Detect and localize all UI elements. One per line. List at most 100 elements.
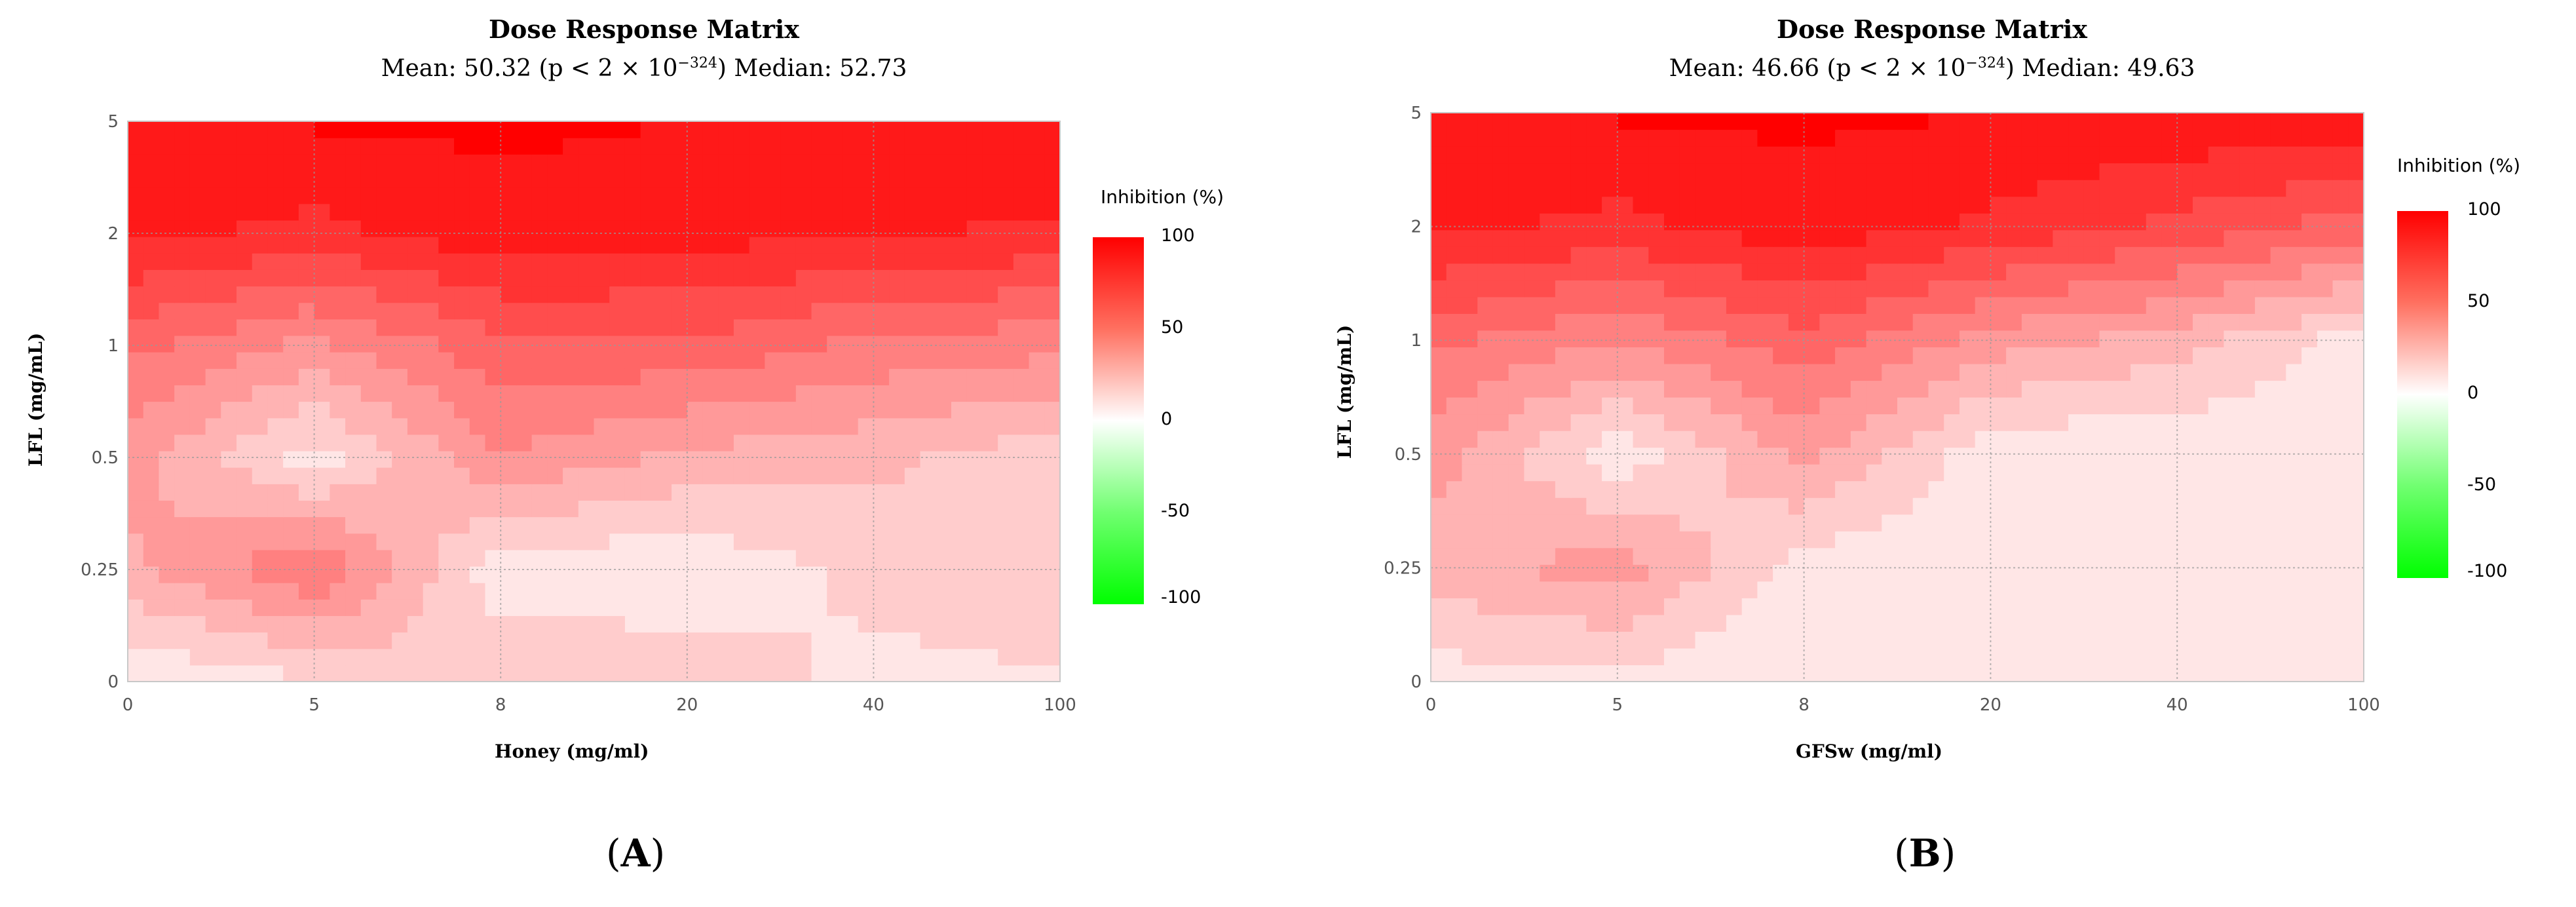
heatmap-cell: [376, 385, 392, 402]
heatmap-cell: [2115, 280, 2131, 298]
heatmap-cell: [998, 220, 1014, 237]
heatmap-cell: [2192, 598, 2209, 615]
heatmap-cell: [578, 154, 595, 172]
heatmap-cell: [516, 599, 533, 617]
heatmap-cell: [407, 318, 424, 336]
heatmap-cell: [2254, 497, 2271, 515]
heatmap-cell: [1431, 581, 1447, 598]
heatmap-cell: [438, 335, 455, 353]
heatmap-cell: [438, 154, 455, 172]
heatmap-cell: [1850, 564, 1867, 582]
heatmap-cell: [1540, 363, 1556, 381]
heatmap-cell: [594, 417, 610, 435]
heatmap-cell: [501, 385, 517, 402]
heatmap-cell: [1029, 138, 1045, 155]
heatmap-cell: [795, 203, 812, 221]
heatmap-cell: [998, 138, 1014, 155]
heatmap-cell: [951, 203, 968, 221]
heatmap-cell: [811, 385, 827, 402]
heatmap-cell: [2270, 497, 2286, 515]
heatmap-cell: [1928, 229, 1944, 247]
heatmap-cell: [423, 286, 439, 303]
heatmap-cell: [1648, 497, 1665, 515]
heatmap-cell: [1850, 313, 1867, 331]
heatmap-cell: [1029, 237, 1045, 254]
heatmap-cell: [531, 583, 548, 600]
heatmap-cell: [2146, 598, 2163, 615]
heatmap-cell: [1850, 581, 1867, 598]
heatmap-cell: [1850, 431, 1867, 448]
heatmap-cell: [1617, 547, 1634, 565]
heatmap-cell: [407, 648, 424, 666]
heatmap-cell: [718, 318, 734, 336]
heatmap-cell: [1757, 213, 1773, 231]
heatmap-cell: [2099, 647, 2115, 666]
heatmap-cell: [2115, 246, 2131, 264]
heatmap-cell: [1648, 581, 1665, 598]
heatmap-cell: [392, 121, 408, 138]
heatmap-cell: [1866, 581, 1882, 598]
heatmap-cell: [1773, 129, 1789, 147]
heatmap-cell: [143, 121, 160, 138]
heatmap-cell: [128, 368, 144, 385]
heatmap-cell: [298, 467, 315, 484]
heatmap-cell: [407, 434, 424, 452]
heatmap-cell: [1679, 213, 1696, 231]
heatmap-cell: [672, 253, 688, 270]
heatmap-cell: [1726, 380, 1743, 398]
heatmap-cell: [873, 583, 890, 600]
heatmap-cell: [1835, 514, 1851, 531]
heatmap-cell: [314, 549, 330, 567]
heatmap-cell: [889, 253, 905, 270]
heatmap-cell: [1944, 564, 1960, 582]
heatmap-cell: [858, 566, 874, 583]
heatmap-cell: [1013, 318, 1030, 336]
heatmap-cell: [143, 566, 160, 583]
heatmap-cell: [1741, 514, 1758, 531]
heatmap-cell: [1726, 665, 1743, 682]
heatmap-cell: [1850, 180, 1867, 197]
heatmap-cell: [2301, 246, 2318, 264]
heatmap-cell: [780, 154, 797, 172]
heatmap-cell: [423, 203, 439, 221]
heatmap-cell: [811, 368, 827, 385]
heatmap-cell: [733, 434, 750, 452]
heatmap-cell: [2239, 313, 2256, 331]
heatmap-cell: [1866, 146, 1882, 164]
heatmap-cell: [733, 121, 750, 138]
heatmap-cell: [873, 352, 890, 369]
heatmap-cell: [1508, 564, 1525, 582]
heatmap-cell: [267, 632, 284, 649]
heatmap-cell: [640, 533, 656, 550]
heatmap-cell: [283, 253, 299, 270]
heatmap-cell: [392, 237, 408, 254]
heatmap-cell: [1540, 414, 1556, 431]
heatmap-cell: [1570, 598, 1587, 615]
heatmap-cell: [1462, 180, 1478, 197]
heatmap-cell: [2254, 313, 2271, 331]
heatmap-cell: [1446, 564, 1463, 582]
heatmap-cell: [936, 187, 952, 204]
heatmap-cell: [1897, 313, 1914, 331]
heatmap-cell: [1044, 450, 1061, 468]
heatmap-cell: [2317, 464, 2334, 482]
heatmap-cell: [283, 401, 299, 419]
heatmap-cell: [189, 368, 206, 385]
heatmap-cell: [314, 484, 330, 501]
heatmap-cell: [2317, 280, 2334, 298]
heatmap-cell: [1695, 146, 1711, 164]
heatmap-cell: [1912, 113, 1929, 130]
colorbar-tick: 0: [2467, 383, 2479, 403]
heatmap-cell: [1633, 246, 1649, 264]
heatmap-cell: [1492, 614, 1509, 632]
heatmap-cell: [563, 253, 579, 270]
heatmap-cell: [1928, 581, 1944, 598]
heatmap-cell: [765, 648, 781, 666]
heatmap-cell: [1990, 263, 2007, 280]
heatmap-cell: [780, 516, 797, 534]
heatmap-cell: [1664, 431, 1680, 448]
heatmap-cell: [1990, 497, 2007, 515]
heatmap-cell: [780, 352, 797, 369]
heatmap-cell: [936, 286, 952, 303]
heatmap-cell: [1013, 434, 1030, 452]
